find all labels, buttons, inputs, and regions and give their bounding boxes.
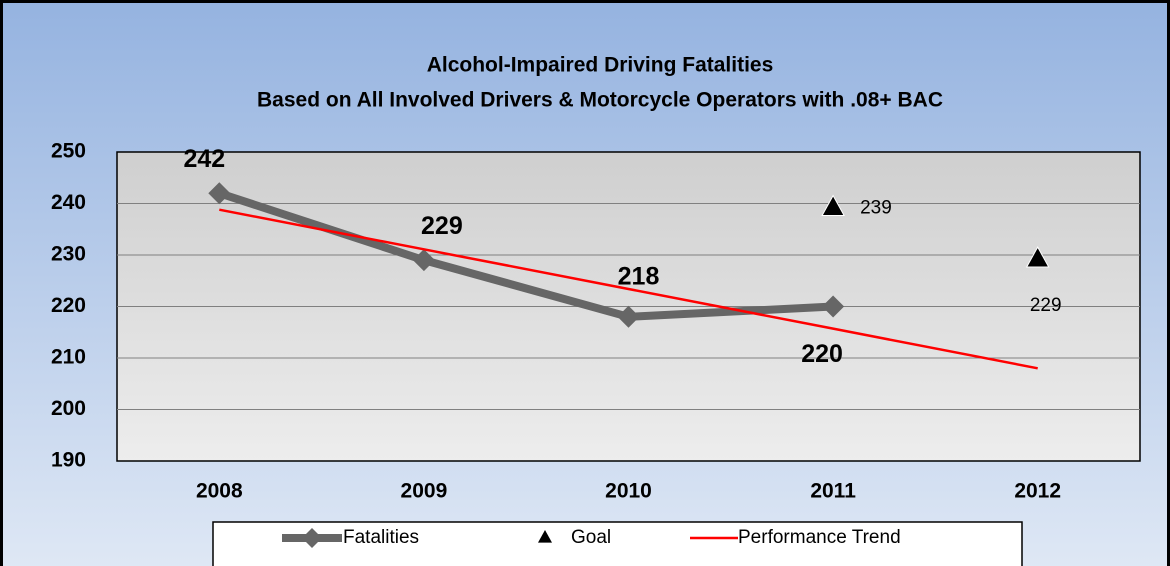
legend-swatch — [302, 528, 322, 548]
y-tick-label: 200 — [51, 397, 86, 420]
chart-title: Alcohol-Impaired Driving Fatalities — [427, 54, 774, 77]
goal-marker — [1025, 246, 1050, 268]
y-tick-label: 240 — [51, 191, 86, 214]
y-tick-label: 220 — [51, 294, 86, 317]
fatalities-line — [218, 189, 834, 321]
legend-label: Goal — [571, 527, 611, 548]
data-label: 229 — [1030, 295, 1062, 316]
fatalities-marker — [208, 182, 231, 205]
goal-marker — [821, 194, 845, 216]
trend-line — [219, 208, 1038, 370]
fatalities-marker — [617, 305, 640, 328]
x-tick-label: 2010 — [605, 480, 652, 503]
y-tick-label: 250 — [51, 140, 86, 163]
y-tick-label: 230 — [51, 243, 86, 266]
y-tick-label: 190 — [51, 449, 86, 472]
legend-label: Performance Trend — [738, 527, 901, 548]
legend-swatch — [538, 530, 552, 543]
fatalities-marker — [822, 295, 845, 318]
data-label: 242 — [183, 145, 225, 173]
legend — [212, 521, 1023, 566]
chart-subtitle: Based on All Involved Drivers & Motorcyc… — [257, 89, 943, 112]
x-tick-label: 2011 — [810, 480, 856, 503]
x-tick-label: 2008 — [196, 480, 243, 503]
data-label: 218 — [618, 262, 660, 290]
legend-label: Fatalities — [343, 527, 419, 548]
x-tick-label: 2012 — [1014, 480, 1061, 503]
y-tick-label: 210 — [51, 346, 86, 369]
data-label: 229 — [421, 212, 463, 240]
fatalities-marker — [412, 249, 435, 272]
data-label: 239 — [860, 198, 892, 219]
data-label: 220 — [801, 340, 843, 368]
x-tick-label: 2009 — [401, 480, 448, 503]
